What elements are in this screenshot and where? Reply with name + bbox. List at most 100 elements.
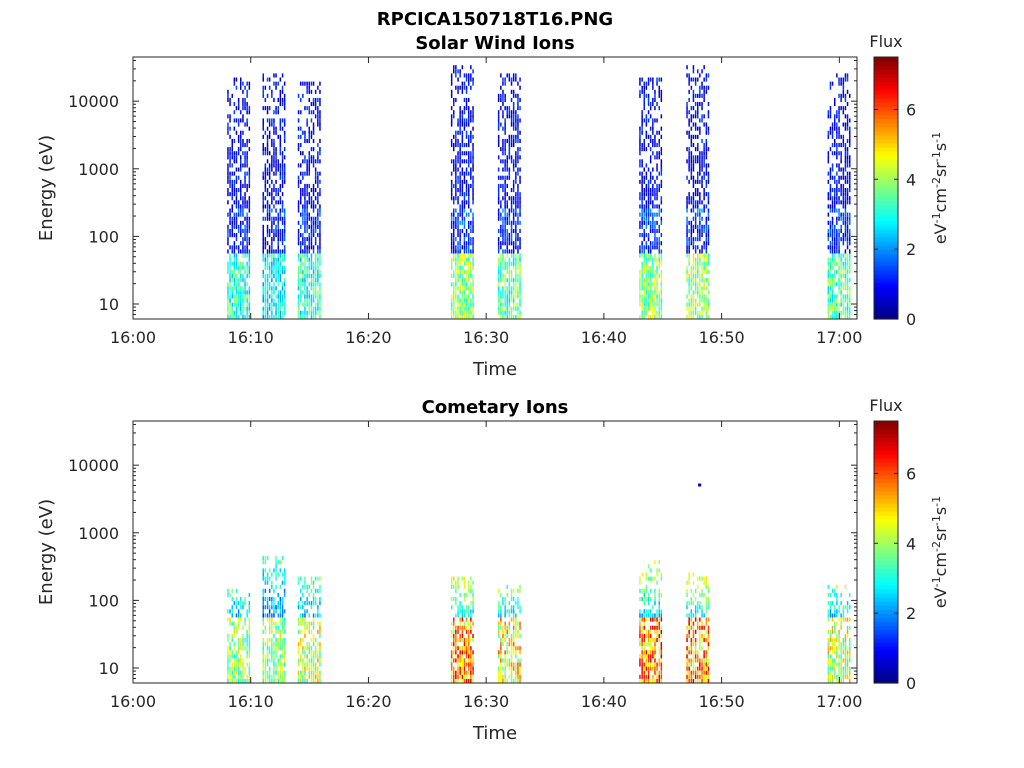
heatmap-cell [838, 302, 840, 307]
heatmap-cell [846, 298, 849, 303]
heatmap-cell [465, 274, 468, 279]
heatmap-cell [660, 670, 663, 675]
heatmap-cell [517, 310, 519, 315]
heatmap-cell [310, 81, 313, 86]
heatmap-cell [312, 122, 315, 127]
heatmap-cell [831, 642, 834, 647]
heatmap-cell [279, 151, 282, 156]
heatmap-cell [842, 134, 845, 139]
heatmap-cell [312, 188, 315, 193]
heatmap-cell [846, 89, 849, 94]
heatmap-cell [512, 633, 515, 638]
heatmap-cell [262, 134, 264, 139]
heatmap-cell [649, 159, 652, 164]
heatmap-cell [658, 228, 660, 233]
heatmap-cell [281, 241, 284, 246]
heatmap-cell [697, 576, 699, 581]
heatmap-cell [647, 97, 650, 102]
heatmap-cell [652, 126, 654, 131]
heatmap-cell [457, 216, 459, 221]
heatmap-cell [649, 241, 652, 246]
heatmap-cell [229, 155, 231, 160]
heatmap-cell [470, 208, 472, 213]
heatmap-cell [468, 188, 470, 193]
heatmap-cell [472, 666, 474, 671]
heatmap-cell [500, 233, 502, 238]
heatmap-cell [836, 241, 838, 246]
heatmap-cell [246, 220, 248, 225]
heatmap-cell [690, 175, 693, 180]
heatmap-cell [508, 666, 511, 671]
heatmap-cell [705, 261, 708, 266]
heatmap-cell [707, 290, 710, 295]
heatmap-cell [273, 253, 275, 258]
heatmap-cell [273, 302, 275, 307]
heatmap-cell [461, 646, 464, 651]
heatmap-cell [690, 302, 693, 307]
heatmap-cell [834, 138, 836, 143]
heatmap-cell [457, 658, 459, 663]
heatmap-cell [302, 220, 304, 225]
heatmap-cell [502, 126, 504, 131]
heatmap-cell [463, 282, 466, 287]
heatmap-cell [842, 183, 845, 188]
heatmap-cell [703, 674, 705, 679]
heatmap-cell [834, 102, 836, 107]
heatmap-cell [656, 196, 658, 201]
heatmap-cell [248, 171, 251, 176]
heatmap-cell [829, 613, 832, 618]
heatmap-cell [649, 638, 652, 643]
heatmap-cell [688, 306, 690, 311]
panel-title: Cometary Ions [422, 397, 569, 418]
heatmap-cell [645, 114, 648, 119]
heatmap-cell [463, 294, 466, 299]
heatmap-cell [510, 670, 513, 675]
colorbar-segment [874, 110, 898, 115]
heatmap-cell [500, 175, 502, 180]
heatmap-cell [849, 188, 851, 193]
heatmap-cell [515, 245, 517, 250]
heatmap-cell [240, 241, 242, 246]
heatmap-cell [235, 265, 238, 270]
heatmap-cell [271, 216, 273, 221]
heatmap-cell [459, 282, 461, 287]
heatmap-cell [461, 179, 464, 184]
heatmap-cell [244, 245, 246, 250]
heatmap-cell [836, 674, 838, 679]
heatmap-cell [497, 621, 500, 626]
heatmap-cell [705, 314, 708, 319]
heatmap-cell [515, 228, 517, 233]
heatmap-cell [304, 196, 306, 201]
heatmap-cell [703, 89, 705, 94]
heatmap-cell [643, 678, 645, 683]
heatmap-cell [639, 290, 641, 295]
heatmap-cell [692, 175, 695, 180]
heatmap-cell [275, 85, 277, 90]
heatmap-cell [242, 298, 244, 303]
heatmap-cell [654, 290, 656, 295]
heatmap-cell [519, 77, 521, 82]
heatmap-cell [834, 613, 836, 618]
heatmap-cell [639, 171, 641, 176]
heatmap-cell [508, 290, 511, 295]
heatmap-cell [838, 233, 840, 238]
heatmap-cell [515, 200, 517, 205]
heatmap-cell [231, 638, 233, 643]
heatmap-cell [827, 638, 830, 643]
heatmap-cell [656, 241, 658, 246]
heatmap-cell [658, 314, 660, 319]
heatmap-cell [463, 233, 466, 238]
heatmap-cell [699, 208, 701, 213]
heatmap-cell [240, 220, 242, 225]
heatmap-cell [639, 204, 641, 209]
heatmap-cell [472, 654, 474, 659]
heatmap-cell [268, 118, 271, 123]
heatmap-cell [465, 102, 468, 107]
heatmap-cell [248, 290, 251, 295]
heatmap-cell [457, 678, 459, 683]
heatmap-cell [846, 216, 849, 221]
heatmap-cell [461, 220, 464, 225]
heatmap-cell [457, 224, 459, 229]
heatmap-cell [312, 310, 315, 315]
heatmap-cell [235, 212, 238, 217]
